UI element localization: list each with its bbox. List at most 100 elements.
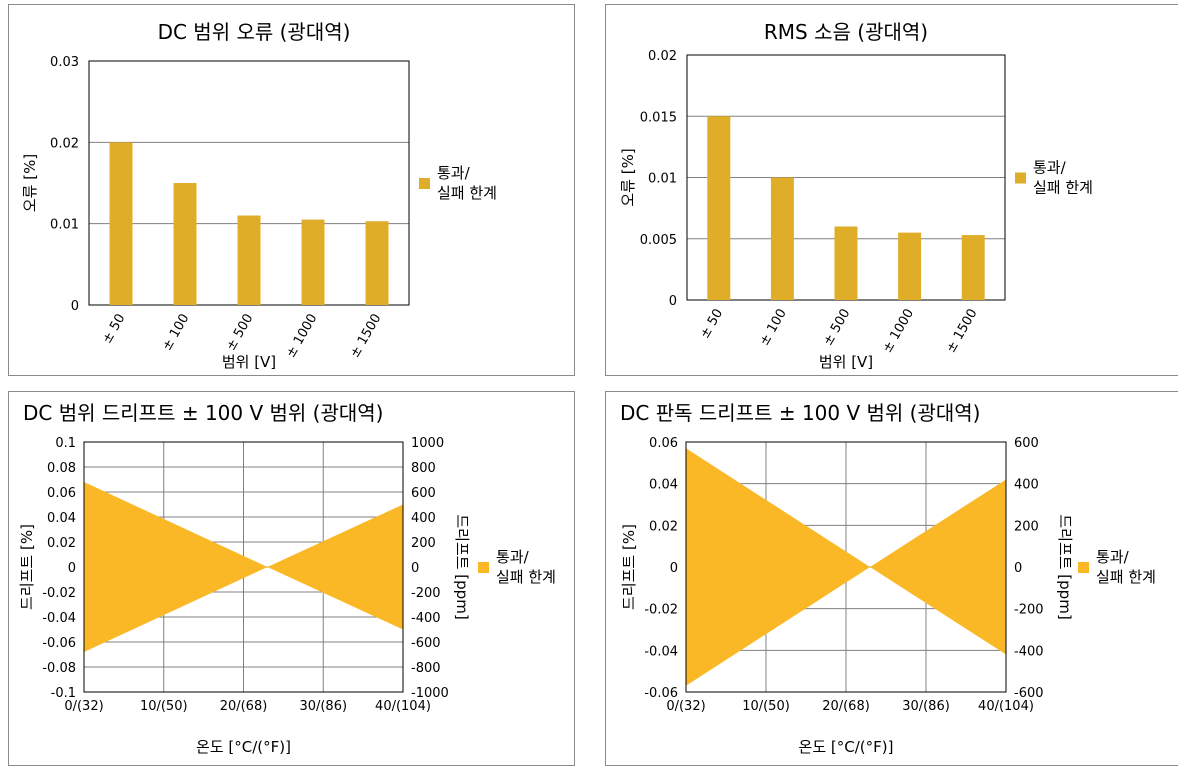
legend-label: 실패 한계 (437, 184, 497, 202)
y2-tick-label: -400 (411, 611, 441, 626)
dc-range-error-chart: DC 범위 오류 (광대역) 0 0.01 0.02 0.03 ± 50 ± 100 ± 50… (21, 20, 497, 371)
plot-frame (685, 441, 1007, 693)
y-tick-label: 0 (68, 561, 76, 576)
chart-panel-dc-range-drift: DC 범위 드리프트 ± 100 V 범위 (광대역) -0.1 -1000 -0.0… (8, 391, 575, 766)
y-tick-label: 0.005 (640, 233, 677, 248)
chart-panel-dc-range-error: DC 범위 오류 (광대역) 0 0.01 0.02 0.03 ± 50 ± 100 ± 50… (8, 4, 575, 376)
x-tick-label: ± 100 (160, 312, 193, 354)
y-axis-label: 드리프트 [%] (18, 524, 36, 610)
plot-frame (83, 441, 404, 693)
legend-label: 통과/ (1033, 159, 1067, 177)
x-tick-label: 40/(104) (978, 699, 1034, 714)
y2-tick-label: 400 (411, 511, 436, 526)
tolerance-band (84, 482, 403, 652)
legend-label: 통과/ (496, 548, 530, 566)
y2-tick-label: 400 (1014, 478, 1039, 493)
y2-tick-label: 0 (411, 561, 419, 576)
y2-axis-label: 드리프트 [ppm] (1056, 514, 1074, 619)
bar (707, 116, 731, 300)
x-tick-label: ± 100 (757, 307, 790, 349)
bar (834, 226, 858, 300)
bar (365, 221, 389, 305)
y-tick-label: 0.01 (50, 218, 79, 233)
y-axis-label: 오류 [%] (21, 154, 39, 212)
y-axis-label: 오류 [%] (619, 148, 637, 206)
x-axis-label: 범위 [V] (222, 353, 276, 371)
y2-tick-label: 600 (411, 486, 436, 501)
x-tick-label: 0/(32) (666, 699, 705, 714)
legend-label: 통과/ (1096, 548, 1130, 566)
y2-tick-label: 600 (1014, 436, 1039, 451)
y-tick-label: 0 (670, 561, 678, 576)
y-tick-label: -0.1 (51, 686, 76, 701)
legend-swatch (1078, 562, 1089, 573)
x-tick-label: ± 1500 (944, 307, 981, 356)
y2-tick-label: 800 (411, 461, 436, 476)
y2-tick-label: 200 (1014, 519, 1039, 534)
y-tick-label: 0.015 (640, 110, 677, 125)
y-tick-label: -0.04 (644, 644, 678, 659)
chart-title: RMS 소음 (광대역) (764, 20, 928, 44)
legend-label: 실패 한계 (1096, 568, 1156, 586)
legend-label: 통과/ (437, 164, 471, 182)
tolerance-band (686, 448, 1006, 686)
y-tick-label: -0.02 (42, 586, 76, 601)
x-tick-label: 10/(50) (140, 699, 188, 714)
legend-label: 실패 한계 (1033, 179, 1093, 197)
x-tick-label: ± 1000 (283, 312, 320, 361)
y-tick-label: 0.08 (47, 461, 76, 476)
bar (770, 177, 794, 300)
bar (109, 142, 133, 305)
x-axis-label: 온도 [°C/(°F)] (196, 738, 291, 756)
y2-tick-label: -200 (1014, 603, 1044, 618)
bar (173, 183, 197, 305)
rms-noise-chart: RMS 소음 (광대역) 0 0.005 0.01 0.015 0.02 ± 50 ± 100… (619, 20, 1093, 371)
bar (961, 235, 985, 300)
y2-tick-label: 0 (1014, 561, 1022, 576)
x-tick-label: ± 50 (100, 312, 129, 347)
y-tick-label: 0.02 (50, 136, 79, 151)
legend-swatch (478, 562, 489, 573)
bar (898, 232, 922, 300)
x-axis-label: 범위 [V] (819, 353, 873, 371)
y-tick-label: 0 (71, 299, 79, 314)
y-tick-label: -0.02 (644, 603, 678, 618)
dc-range-drift-chart: DC 범위 드리프트 ± 100 V 범위 (광대역) -0.1 -1000 -0.0… (18, 401, 556, 756)
y-tick-label: -0.04 (42, 611, 76, 626)
y2-tick-label: -600 (1014, 686, 1044, 701)
x-tick-label: ± 1500 (347, 312, 384, 361)
x-tick-label: 20/(68) (822, 699, 870, 714)
y2-tick-label: -400 (1014, 644, 1044, 659)
y2-tick-label: -600 (411, 636, 441, 651)
y-tick-label: 0.02 (47, 536, 76, 551)
x-tick-label: 30/(86) (299, 699, 347, 714)
y2-axis-label: 드리프트 [ppm] (453, 514, 471, 619)
chart-title: DC 범위 드리프트 ± 100 V 범위 (광대역) (23, 401, 384, 425)
y-tick-label: 0.04 (47, 511, 76, 526)
y-tick-label: 0.02 (649, 519, 678, 534)
y-tick-label: -0.08 (42, 661, 76, 676)
legend-swatch (1015, 172, 1026, 184)
x-tick-label: 10/(50) (742, 699, 790, 714)
y2-tick-label: -200 (411, 586, 441, 601)
y-tick-label: -0.06 (42, 636, 76, 651)
x-tick-label: ± 500 (821, 307, 854, 349)
x-tick-label: 0/(32) (64, 699, 103, 714)
legend-label: 실패 한계 (496, 568, 556, 586)
legend-swatch (419, 178, 430, 189)
x-tick-label: 30/(86) (902, 699, 950, 714)
y-tick-label: 0.04 (649, 478, 678, 493)
chart-title: DC 판독 드리프트 ± 100 V 범위 (광대역) (620, 401, 981, 425)
dc-reading-drift-chart: DC 판독 드리프트 ± 100 V 범위 (광대역) -0.06 -600 -0.0… (620, 401, 1156, 756)
y-tick-label: 0 (669, 294, 677, 309)
y-tick-label: 0.01 (648, 172, 677, 187)
chart-panel-rms-noise: RMS 소음 (광대역) 0 0.005 0.01 0.015 0.02 ± 50 ± 100… (605, 4, 1178, 376)
y2-tick-label: 1000 (411, 436, 444, 451)
x-tick-label: ± 500 (224, 312, 257, 354)
x-tick-label: ± 1000 (880, 307, 917, 356)
x-tick-label: 20/(68) (220, 699, 268, 714)
x-tick-label: ± 50 (697, 307, 726, 342)
chart-title: DC 범위 오류 (광대역) (158, 20, 351, 44)
y2-tick-label: -1000 (411, 686, 449, 701)
chart-panel-dc-reading-drift: DC 판독 드리프트 ± 100 V 범위 (광대역) -0.06 -600 -0.0… (605, 391, 1178, 766)
